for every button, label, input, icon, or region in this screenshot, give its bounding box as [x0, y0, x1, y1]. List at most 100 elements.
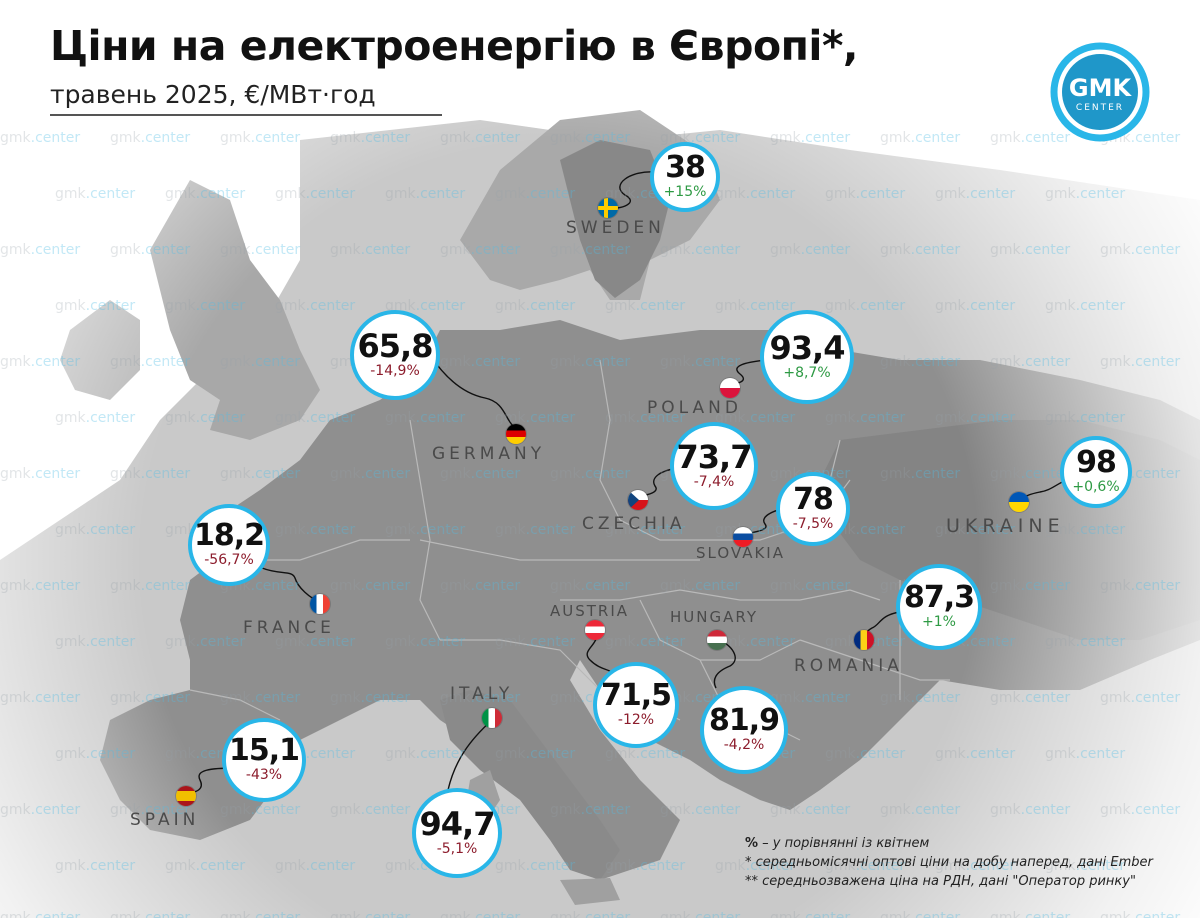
watermark-part2: .center [910, 466, 961, 482]
watermark-part1: gmk [935, 410, 966, 426]
watermark-part2: .center [1075, 410, 1126, 426]
watermark-text: gmk.center [220, 910, 300, 918]
watermark-part1: gmk [550, 466, 581, 482]
price-value-poland: 93,4 [769, 329, 846, 368]
price-value-czechia: 73,7 [676, 438, 753, 477]
watermark-part2: .center [1130, 130, 1181, 146]
price-bubble-spain: 15,1 -43% [222, 718, 306, 802]
watermark-part2: .center [360, 690, 411, 706]
footnote-1: * середньомісячні оптові ціни на добу на… [745, 855, 1153, 870]
watermark-text: gmk.center [0, 242, 80, 258]
watermark-part2: .center [965, 298, 1016, 314]
price-bubble-hungary: 81,9 -4,2% [700, 686, 788, 774]
watermark-part2: .center [470, 130, 521, 146]
watermark-part1: gmk [825, 298, 856, 314]
price-change-germany: -14,9% [370, 363, 420, 380]
watermark-part1: gmk [165, 410, 196, 426]
flag-germany-icon [506, 424, 526, 444]
watermark-part2: .center [415, 186, 466, 202]
price-change-italy: -5,1% [436, 841, 478, 858]
watermark-part2: .center [745, 634, 796, 650]
watermark-part1: gmk [385, 858, 416, 874]
watermark-text: gmk.center [55, 298, 135, 314]
watermark-text: gmk.center [880, 802, 960, 818]
watermark-text: gmk.center [220, 466, 300, 482]
watermark-part2: .center [1130, 578, 1181, 594]
watermark-text: gmk.center [330, 578, 410, 594]
watermark-part2: .center [1075, 298, 1126, 314]
watermark-text: gmk.center [880, 130, 960, 146]
watermark-text: gmk.center [1045, 746, 1125, 762]
watermark-text: gmk.center [0, 910, 80, 918]
watermark-part2: .center [305, 410, 356, 426]
watermark-part1: gmk [605, 858, 636, 874]
watermark-part2: .center [910, 130, 961, 146]
watermark-text: gmk.center [495, 634, 575, 650]
watermark-part2: .center [140, 354, 191, 370]
watermark-part1: gmk [1045, 522, 1076, 538]
watermark-part1: gmk [275, 410, 306, 426]
price-bubble-czechia: 73,7 -7,4% [670, 422, 758, 510]
watermark-part2: .center [85, 186, 136, 202]
watermark-text: gmk.center [0, 354, 80, 370]
watermark-part2: .center [745, 858, 796, 874]
watermark-part2: .center [85, 746, 136, 762]
watermark-part1: gmk [110, 354, 141, 370]
watermark-part1: gmk [1045, 634, 1076, 650]
watermark-part2: .center [415, 298, 466, 314]
watermark-part1: gmk [440, 690, 471, 706]
flag-czechia-icon [628, 490, 648, 510]
country-label-hungary: HUNGARY [670, 608, 758, 626]
watermark-part2: .center [855, 746, 906, 762]
watermark-part1: gmk [55, 186, 86, 202]
watermark-part1: gmk [330, 466, 361, 482]
watermark-text: gmk.center [110, 802, 190, 818]
watermark-text: gmk.center [55, 746, 135, 762]
watermark-part2: .center [745, 298, 796, 314]
watermark-part2: .center [965, 858, 1016, 874]
watermark-part2: .center [360, 802, 411, 818]
watermark-part2: .center [855, 186, 906, 202]
watermark-part2: .center [140, 242, 191, 258]
watermark-part2: .center [140, 466, 191, 482]
watermark-part2: .center [1020, 354, 1071, 370]
watermark-part2: .center [360, 242, 411, 258]
watermark-text: gmk.center [935, 186, 1015, 202]
watermark-text: gmk.center [825, 858, 905, 874]
watermark-text: gmk.center [440, 690, 520, 706]
watermark-part1: gmk [165, 522, 196, 538]
watermark-text: gmk.center [55, 410, 135, 426]
watermark-part2: .center [800, 578, 851, 594]
price-value-austria: 71,5 [600, 678, 672, 714]
watermark-part1: gmk [1100, 242, 1131, 258]
price-value-italy: 94,7 [419, 805, 496, 844]
watermark-text: gmk.center [550, 354, 630, 370]
watermark-part1: gmk [880, 910, 911, 918]
watermark-text: gmk.center [110, 354, 190, 370]
watermark-part1: gmk [110, 802, 141, 818]
price-bubble-slovakia: 78 -7,5% [776, 472, 850, 546]
watermark-text: gmk.center [165, 858, 245, 874]
watermark-text: gmk.center [495, 410, 575, 426]
watermark-text: gmk.center [0, 690, 80, 706]
watermark-part1: gmk [110, 910, 141, 918]
watermark-part1: gmk [825, 410, 856, 426]
watermark-text: gmk.center [770, 910, 850, 918]
watermark-part1: gmk [660, 242, 691, 258]
watermark-part1: gmk [715, 186, 746, 202]
watermark-part2: .center [360, 578, 411, 594]
watermark-text: gmk.center [825, 746, 905, 762]
watermark-part2: .center [250, 910, 301, 918]
flag-france-icon [310, 594, 330, 614]
price-value-spain: 15,1 [228, 733, 300, 769]
country-label-spain: SPAIN [130, 810, 200, 830]
watermark-part1: gmk [990, 130, 1021, 146]
watermark-part2: .center [30, 690, 81, 706]
watermark-part1: gmk [110, 130, 141, 146]
gmk-center-logo: GMK CENTER [1050, 42, 1150, 142]
watermark-part1: gmk [825, 634, 856, 650]
watermark-text: gmk.center [330, 242, 410, 258]
watermark-part1: gmk [880, 802, 911, 818]
watermark-part2: .center [635, 634, 686, 650]
watermark-part1: gmk [550, 802, 581, 818]
